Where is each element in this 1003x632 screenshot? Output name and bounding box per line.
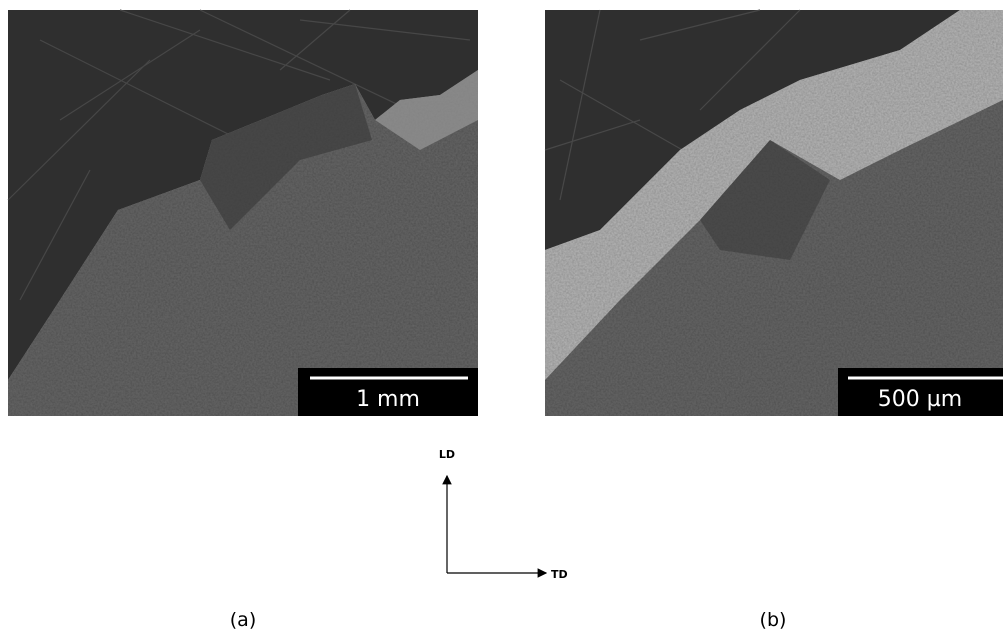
sem-image-a: 1 mm bbox=[8, 10, 478, 416]
orientation-axes: LD TD bbox=[439, 448, 568, 581]
figure: 1 mm 500 µm LD TD (a) (b) bbox=[0, 0, 1003, 632]
scale-bar-label: 500 µm bbox=[878, 387, 962, 412]
axis-label-td: TD bbox=[551, 568, 568, 581]
sem-image-b: 500 µm bbox=[545, 10, 1003, 416]
caption-a: (a) bbox=[230, 609, 256, 631]
axis-label-ld: LD bbox=[439, 448, 455, 461]
caption-b: (b) bbox=[760, 609, 787, 631]
scale-bar-label: 1 mm bbox=[356, 387, 420, 412]
